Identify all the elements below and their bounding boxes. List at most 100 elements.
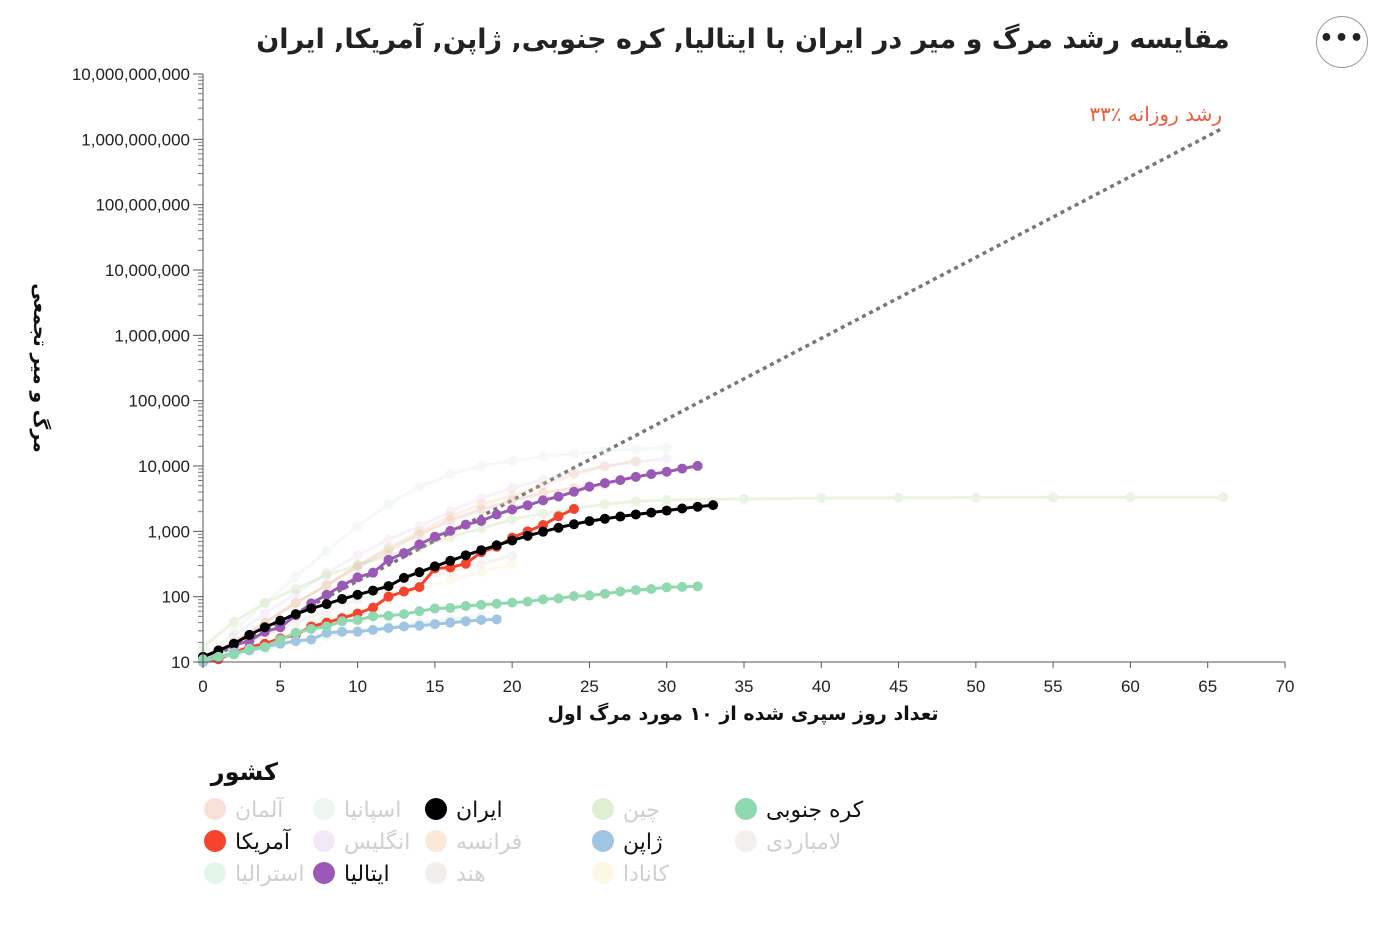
- data-point: [460, 616, 471, 627]
- legend-label: لامباردی: [766, 830, 841, 855]
- y-tick-label: 1,000: [147, 522, 190, 541]
- data-point: [553, 511, 564, 522]
- x-tick-label: 70: [1276, 677, 1295, 696]
- data-point: [414, 526, 425, 537]
- data-point: [491, 614, 502, 625]
- data-point: [893, 492, 904, 503]
- y-tick-label: 100,000: [129, 392, 190, 411]
- legend-label: آمریکا: [235, 828, 291, 855]
- data-point: [383, 610, 394, 621]
- data-point: [646, 507, 657, 518]
- data-point: [584, 481, 595, 492]
- legend-swatch: [592, 830, 614, 852]
- y-tick-label: 1,000,000: [114, 326, 190, 345]
- data-point: [352, 560, 363, 571]
- data-point: [507, 483, 518, 494]
- data-point: [584, 590, 595, 601]
- legend-swatch: [313, 862, 335, 884]
- data-point: [476, 614, 487, 625]
- data-point: [538, 480, 549, 491]
- data-point: [368, 624, 379, 635]
- x-tick-label: 35: [735, 677, 754, 696]
- data-point: [368, 567, 379, 578]
- data-point: [507, 496, 518, 507]
- data-point: [290, 571, 301, 582]
- x-tick-label: 45: [889, 677, 908, 696]
- data-point: [522, 500, 533, 511]
- data-point: [568, 448, 579, 459]
- data-point: [507, 514, 518, 525]
- data-point: [259, 597, 270, 608]
- data-point: [538, 474, 549, 485]
- data-point: [321, 546, 332, 557]
- data-point: [337, 580, 348, 591]
- data-point: [460, 558, 471, 569]
- data-point: [414, 529, 425, 540]
- legend-item: ایران: [425, 798, 503, 823]
- data-point: [584, 516, 595, 527]
- data-point: [568, 519, 579, 530]
- data-point: [259, 608, 270, 619]
- data-point: [383, 623, 394, 634]
- data-point: [352, 614, 363, 625]
- data-point: [568, 469, 579, 480]
- data-point: [538, 451, 549, 462]
- data-point: [383, 543, 394, 554]
- legend-item: هند: [425, 862, 486, 887]
- legend-swatch: [204, 862, 226, 884]
- data-point: [692, 501, 703, 512]
- legend-item: آلمان: [204, 796, 284, 823]
- data-point: [476, 493, 487, 504]
- more-options-button[interactable]: •••: [1316, 16, 1368, 68]
- data-point: [553, 593, 564, 604]
- data-point: [368, 585, 379, 596]
- legend-label: اسپانیا: [344, 798, 401, 823]
- data-point: [507, 455, 518, 466]
- data-point: [1218, 492, 1229, 503]
- data-point: [383, 499, 394, 510]
- data-point: [337, 626, 348, 637]
- data-point: [630, 444, 641, 455]
- y-tick-label: 10,000: [138, 457, 190, 476]
- data-point: [275, 615, 286, 626]
- data-point: [538, 487, 549, 498]
- data-point: [491, 509, 502, 520]
- data-point: [228, 631, 239, 642]
- y-axis-title: مرگ و میر تجمعی: [29, 283, 52, 453]
- data-point: [429, 603, 440, 614]
- series-line: [202, 457, 667, 664]
- series-انگلیس: [198, 453, 672, 667]
- legend-item: آمریکا: [204, 828, 291, 855]
- data-point: [476, 545, 487, 556]
- data-point: [321, 606, 332, 617]
- legend-item: استرالیا: [204, 862, 304, 887]
- data-point: [398, 586, 409, 597]
- data-point: [476, 499, 487, 510]
- data-point: [213, 651, 224, 662]
- data-point: [414, 529, 425, 540]
- y-tick-label: 10: [171, 653, 190, 672]
- data-point: [414, 481, 425, 492]
- legend-label: ایتالیا: [344, 862, 390, 887]
- series-line: [202, 495, 1224, 649]
- data-point: [306, 603, 317, 614]
- series-line: [202, 459, 637, 664]
- legend-title: کشور: [210, 758, 278, 786]
- more-horizontal-icon: •••: [1319, 26, 1365, 51]
- y-axis: 10 100 1,000 10,000 100,000 1,000,000 10,000,0…: [72, 65, 204, 672]
- legend-item: انگلیس: [313, 829, 410, 855]
- data-point: [677, 503, 688, 514]
- legend-item: چین: [592, 798, 660, 823]
- legend-swatch: [204, 798, 226, 820]
- data-point: [398, 609, 409, 620]
- data-point: [383, 534, 394, 545]
- data-point: [352, 626, 363, 637]
- data-point: [538, 488, 549, 499]
- x-tick-label: 5: [276, 677, 285, 696]
- data-point: [383, 546, 394, 557]
- data-point: [630, 455, 641, 466]
- data-point: [290, 617, 301, 628]
- data-point: [228, 638, 239, 649]
- series-line: [202, 503, 714, 659]
- data-point: [816, 493, 827, 504]
